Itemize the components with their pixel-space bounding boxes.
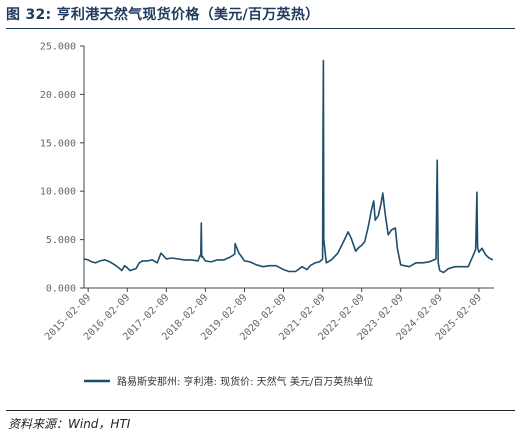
legend-label: 路易斯安那州: 亨利港: 现货价: 天然气 美元/百万英热单位	[117, 375, 373, 388]
figure-title: 图 32: 亨利港天然气现货价格（美元/百万英热）	[6, 7, 320, 23]
y-tick-label: 10.000	[40, 187, 76, 198]
y-tick-label: 20.000	[40, 90, 76, 101]
y-tick-label: 15.000	[40, 138, 76, 149]
source-note: 资料来源：Wind，HTI	[8, 417, 131, 431]
chart-legend: 路易斯安那州: 亨利港: 现货价: 天然气 美元/百万英热单位	[84, 375, 373, 388]
y-tick-label: 0.000	[46, 284, 76, 295]
y-tick-label: 5.000	[46, 235, 76, 246]
x-axis-ticks: 2015-02-092016-02-092017-02-092018-02-09…	[43, 288, 484, 343]
y-axis-ticks: 0.000 5.000 10.000 15.000 20.000 25.000	[40, 42, 84, 295]
axes-layer	[83, 46, 494, 289]
y-tick-label: 25.000	[40, 42, 76, 53]
series-layer	[84, 59, 494, 274]
title-divider	[6, 28, 515, 29]
source-divider	[6, 410, 515, 411]
series-line	[84, 59, 494, 274]
price-line-chart: 0.000 5.000 10.000 15.000 20.000 25.000 2015-…	[40, 42, 494, 388]
